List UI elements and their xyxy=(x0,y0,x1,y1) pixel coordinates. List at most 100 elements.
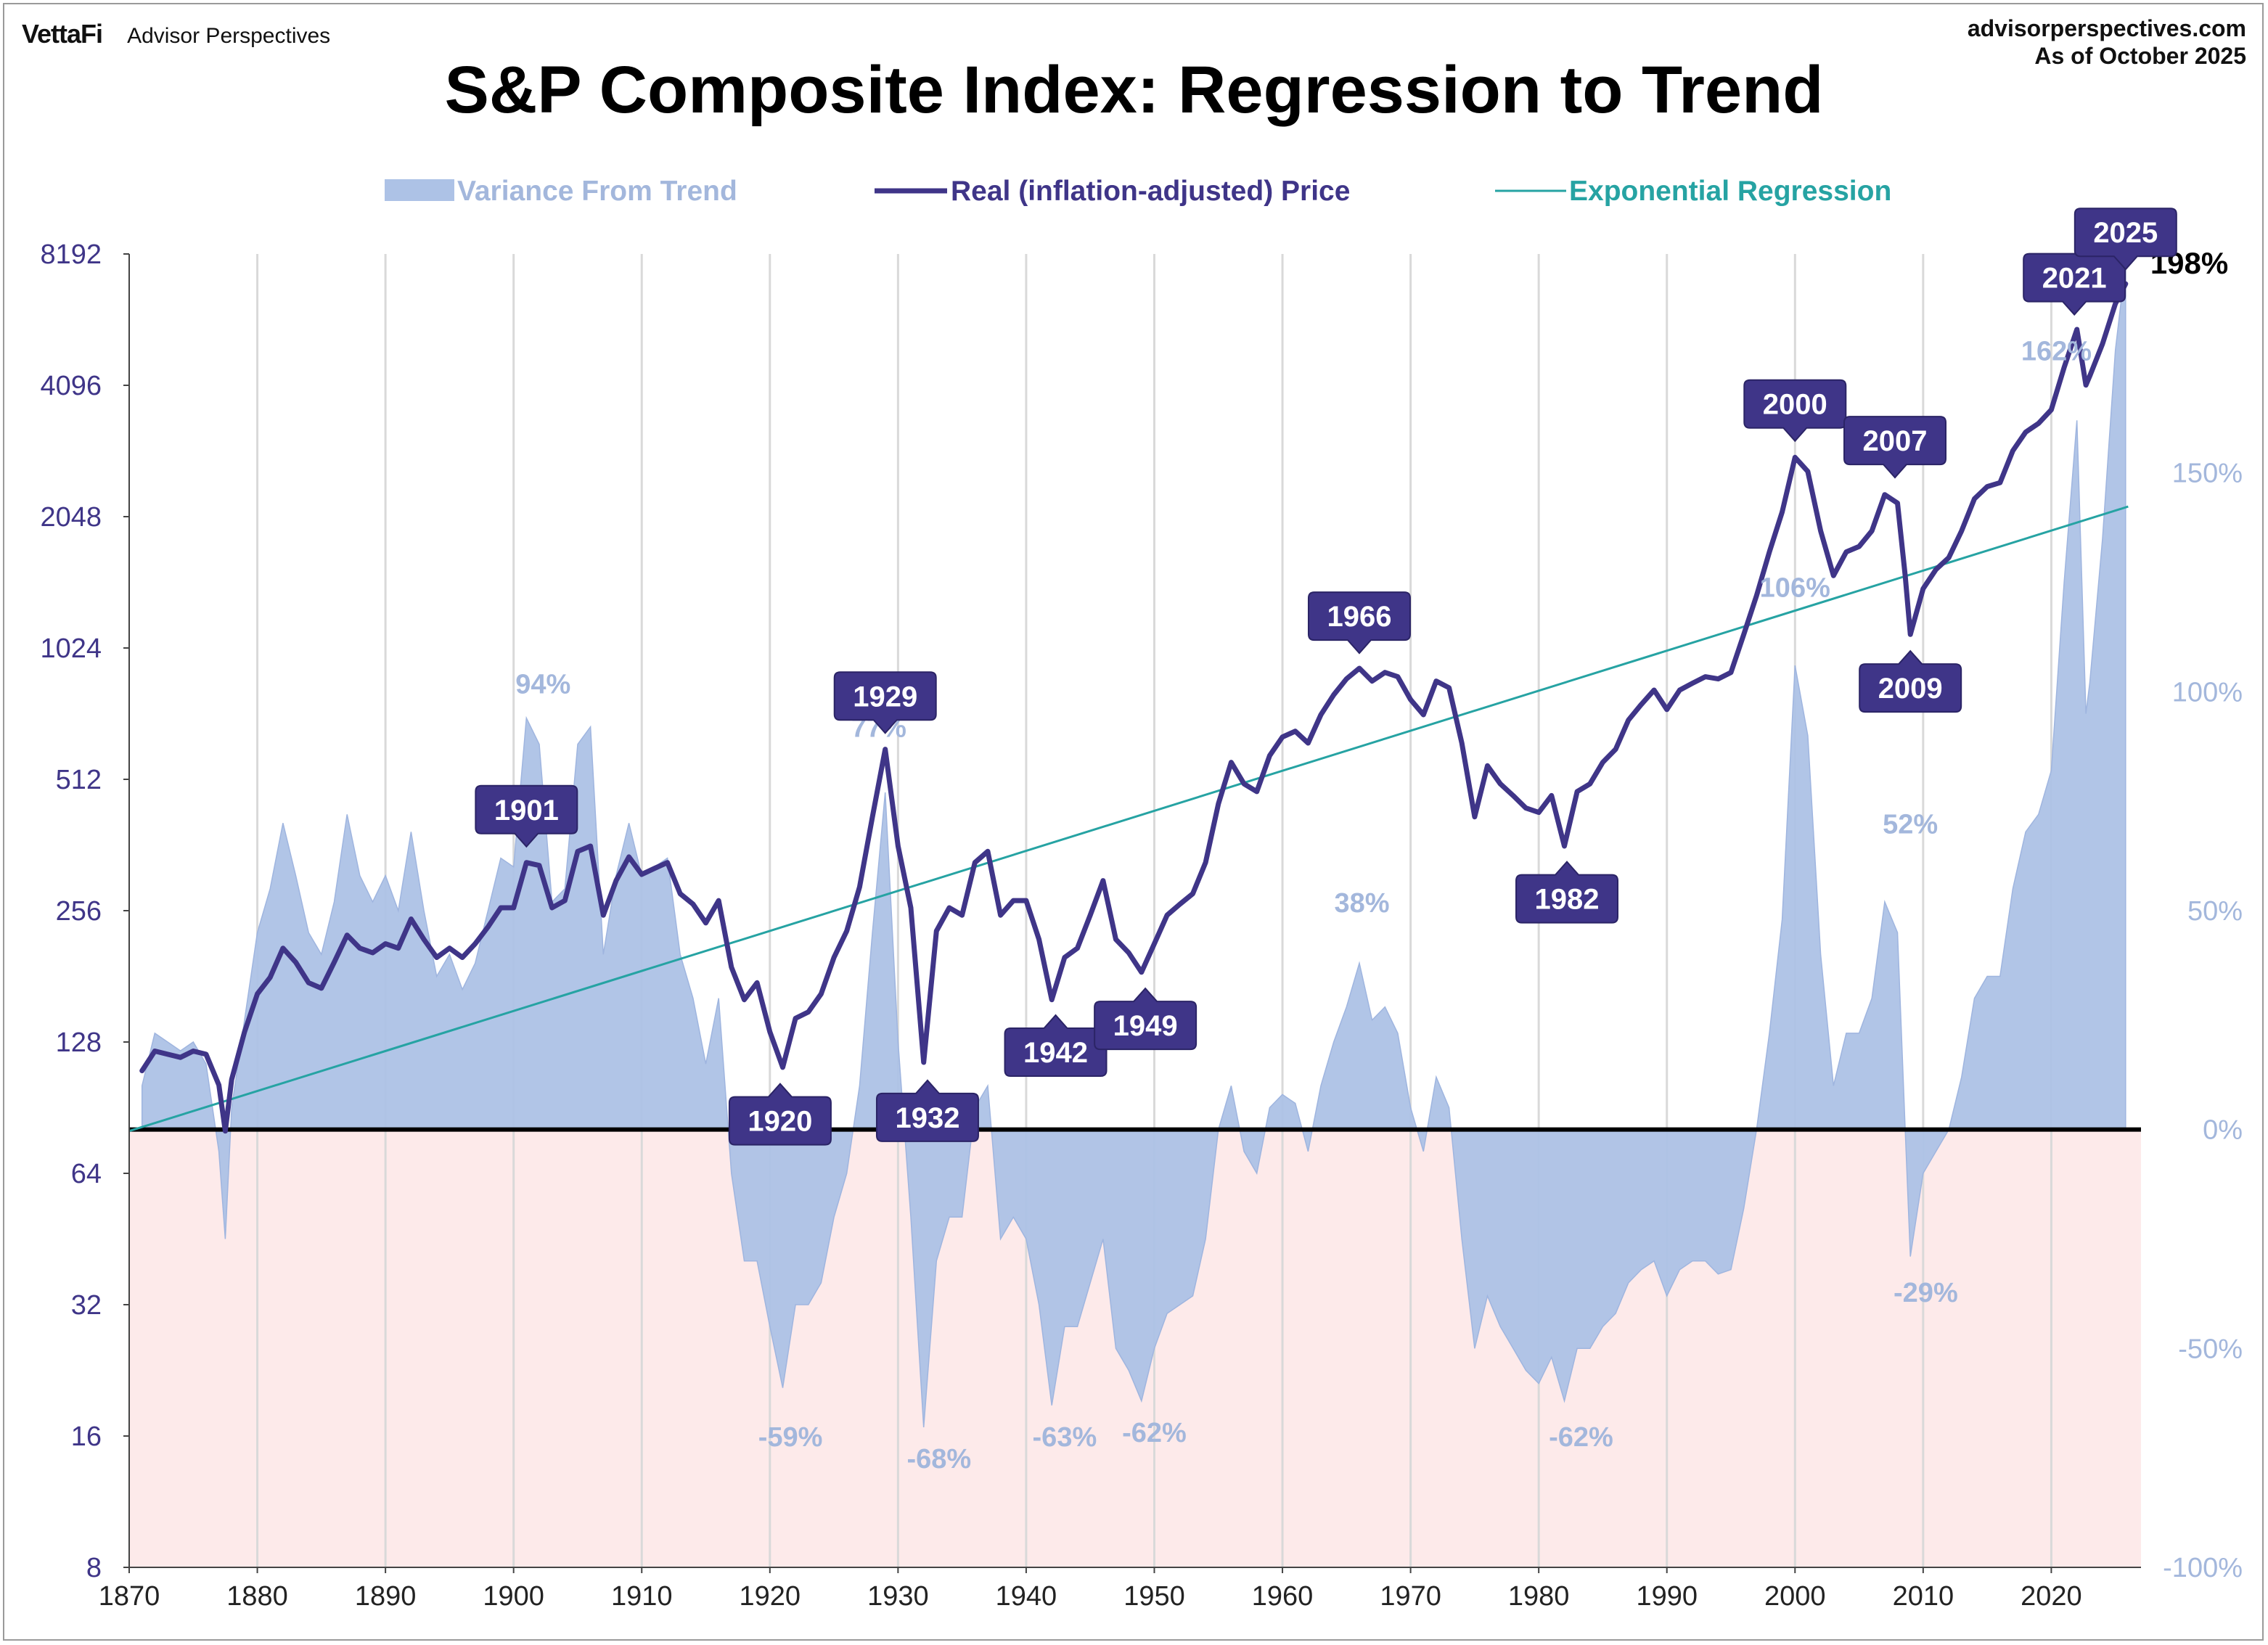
left-tick-label: 1024 xyxy=(40,633,102,664)
callout-1949: 1949 xyxy=(1094,987,1198,1051)
right-tick-label: 50% xyxy=(2187,896,2243,927)
right-tick-label: 150% xyxy=(2172,459,2243,489)
legend-swatch-variance xyxy=(385,179,454,201)
callout-box xyxy=(728,1083,832,1146)
callout-1982: 1982 xyxy=(1515,861,1619,924)
x-tick-label: 1990 xyxy=(1636,1581,1698,1612)
legend: Variance From Trend Real (inflation-adjus… xyxy=(385,176,1891,207)
left-tick-label: 64 xyxy=(71,1159,102,1189)
chart-frame xyxy=(3,3,2264,1641)
x-tick-label: 2000 xyxy=(1764,1581,1826,1612)
variance-peak-label: -68% xyxy=(907,1444,972,1474)
x-tick-label: 1960 xyxy=(1252,1581,1314,1612)
callout-box xyxy=(2023,253,2126,316)
callout-label: 2025 xyxy=(2093,217,2158,249)
regression-line xyxy=(128,505,2129,1133)
callout-box xyxy=(1094,987,1198,1051)
variance-peak-label: 162% xyxy=(2021,337,2092,367)
left-tick-label: 128 xyxy=(56,1027,102,1058)
variance-peak-label: -62% xyxy=(1122,1418,1187,1448)
callout-label: 2000 xyxy=(1763,389,1827,421)
brand-subtitle: Advisor Perspectives xyxy=(127,24,331,48)
x-tick-label: 1870 xyxy=(99,1581,160,1612)
variance-peak-label: -63% xyxy=(1033,1422,1097,1453)
callout-box xyxy=(475,784,578,848)
callout-2025: 2025 xyxy=(2073,208,2177,271)
left-tick-label: 16 xyxy=(71,1422,102,1452)
x-tick-label: 1980 xyxy=(1508,1581,1570,1612)
callouts: 1901 1920 1929 1932 1942 1949 1966 1982 2000 2007… xyxy=(475,208,2177,1146)
callout-box xyxy=(2073,208,2177,271)
brand-logo: VettaFi xyxy=(22,19,103,49)
callout-label: 2021 xyxy=(2042,263,2107,295)
callout-1920: 1920 xyxy=(728,1083,832,1146)
source-block: advisorperspectives.com As of October 20… xyxy=(1968,15,2246,70)
left-tick-label: 4096 xyxy=(40,371,102,401)
left-tick-label: 8192 xyxy=(40,239,102,270)
left-tick-label: 256 xyxy=(56,896,102,927)
left-tick-label: 8 xyxy=(86,1553,102,1583)
callout-box xyxy=(1843,416,1946,479)
variance-peak-label: -59% xyxy=(758,1422,823,1453)
callout-label: 1920 xyxy=(748,1106,812,1138)
callout-label: 1966 xyxy=(1327,601,1391,633)
callout-1932: 1932 xyxy=(875,1079,979,1142)
x-tick-label: 1910 xyxy=(611,1581,673,1612)
x-tick-label: 1880 xyxy=(226,1581,288,1612)
variance-peak-label: -62% xyxy=(1549,1422,1613,1453)
callout-label: 1932 xyxy=(895,1102,959,1134)
price-line xyxy=(139,281,2129,1134)
left-tick-label: 2048 xyxy=(40,502,102,533)
variance-peak-label: 52% xyxy=(1883,809,1938,840)
callout-2000: 2000 xyxy=(1743,379,1847,443)
callout-label: 1949 xyxy=(1113,1010,1178,1042)
callout-box xyxy=(1515,861,1619,924)
right-tick-label: -100% xyxy=(2163,1553,2243,1583)
as-of-date: As of October 2025 xyxy=(2034,43,2246,69)
callout-box xyxy=(1307,591,1411,655)
right-tick-label: 0% xyxy=(2203,1115,2243,1146)
x-tick-label: 2010 xyxy=(1893,1581,1954,1612)
brand: VettaFi Advisor Perspectives xyxy=(22,19,330,49)
x-tick-label: 1940 xyxy=(996,1581,1057,1612)
callout-label: 2007 xyxy=(1863,425,1928,457)
variance-peak-label: -29% xyxy=(1894,1278,1958,1308)
callout-label: 2009 xyxy=(1878,673,1943,705)
right-tick-label: 100% xyxy=(2172,677,2243,707)
legend-label-regression: Exponential Regression xyxy=(1569,176,1891,207)
x-tick-label: 1970 xyxy=(1380,1581,1441,1612)
left-tick-label: 32 xyxy=(71,1290,102,1321)
variance-peak-label: 94% xyxy=(515,669,570,700)
callout-1966: 1966 xyxy=(1307,591,1411,655)
callout-2007: 2007 xyxy=(1843,416,1946,479)
callout-2009: 2009 xyxy=(1859,649,1962,713)
x-tick-label: 2020 xyxy=(2021,1581,2082,1612)
x-tick-label: 1900 xyxy=(483,1581,544,1612)
callout-1942: 1942 xyxy=(1004,1014,1108,1078)
callout-1929: 1929 xyxy=(833,671,937,734)
callout-box xyxy=(1859,649,1962,713)
tick-labels: 8 16 32 64 128 256 512 1024 2048 4096 8192 -100% -50… xyxy=(40,239,2243,1612)
callout-label: 1901 xyxy=(494,795,559,826)
callout-2021: 2021 xyxy=(2023,253,2126,316)
callout-label: 1942 xyxy=(1023,1037,1088,1069)
callout-box xyxy=(875,1079,979,1142)
variance-labels: 94%77%38%106%52%162%-59%-68%-63% -62% -62%… xyxy=(515,246,2228,1474)
variance-area xyxy=(141,263,2126,1427)
variance-peak-label: 38% xyxy=(1334,888,1389,919)
x-tick-label: 1920 xyxy=(740,1581,801,1612)
variance-peak-label: 106% xyxy=(1760,573,1830,604)
x-tick-label: 1930 xyxy=(867,1581,929,1612)
right-tick-label: -50% xyxy=(2178,1334,2243,1364)
chart-title: S&P Composite Index: Regression to Trend xyxy=(444,53,1824,127)
legend-label-variance: Variance From Trend xyxy=(457,176,737,207)
source-url: advisorperspectives.com xyxy=(1967,15,2246,41)
left-tick-label: 512 xyxy=(56,765,102,795)
x-tick-label: 1890 xyxy=(355,1581,417,1612)
callout-box xyxy=(833,671,937,734)
callout-1901: 1901 xyxy=(475,784,578,848)
callout-label: 1929 xyxy=(853,681,917,713)
legend-label-price: Real (inflation-adjusted) Price xyxy=(951,176,1350,207)
callout-label: 1982 xyxy=(1535,884,1600,916)
